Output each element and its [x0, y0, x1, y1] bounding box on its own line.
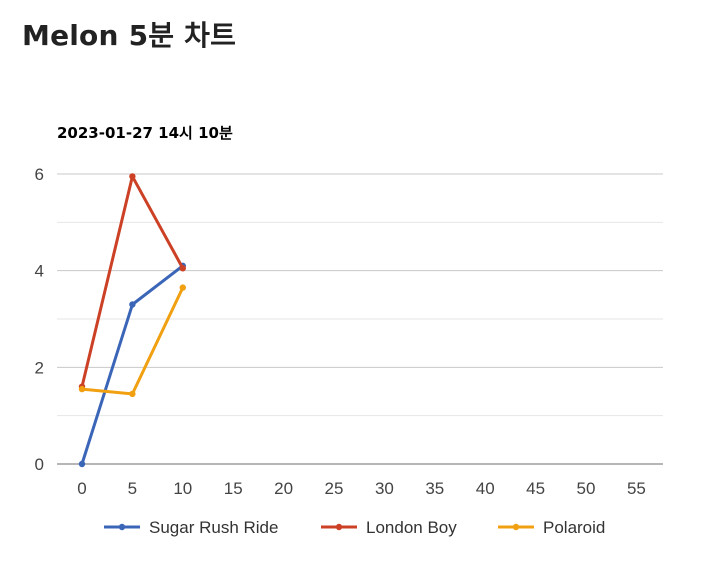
legend-item[interactable]: Polaroid [498, 518, 605, 537]
y-tick-label: 2 [35, 358, 44, 377]
y-tick-label: 0 [35, 455, 44, 474]
data-point[interactable] [129, 390, 136, 398]
grid-lines [57, 173, 663, 465]
data-point[interactable] [129, 173, 136, 180]
x-axis-ticks: 0 5 10 15 20 25 30 35 40 45 50 55 [77, 479, 646, 498]
x-tick-label: 40 [476, 479, 495, 498]
legend-label: London Boy [366, 518, 457, 537]
series-line [80, 264, 185, 466]
x-tick-label: 0 [77, 479, 86, 498]
x-tick-label: 50 [577, 479, 596, 498]
x-tick-label: 30 [375, 479, 394, 498]
x-tick-label: 45 [526, 479, 545, 498]
data-point[interactable] [179, 284, 186, 291]
y-tick-label: 4 [35, 262, 44, 281]
page-title: Melon 5분 차트 [22, 19, 237, 52]
data-point[interactable] [179, 265, 186, 272]
x-tick-label: 5 [128, 479, 137, 498]
chart-card: 2023-01-27 14시 10분 0 2 4 6 0 5 10 15 20 25 30 35 40… [0, 70, 716, 565]
x-tick-label: 55 [627, 479, 646, 498]
legend-swatch-dot [118, 523, 126, 531]
legend-label: Sugar Rush Ride [149, 518, 278, 537]
y-axis-ticks: 0 2 4 6 [35, 165, 44, 474]
data-point[interactable] [78, 385, 86, 393]
x-tick-label: 20 [274, 479, 293, 498]
legend-label: Polaroid [543, 518, 605, 537]
legend: Sugar Rush Ride London Boy Polaroid [104, 518, 605, 537]
y-tick-label: 6 [35, 165, 44, 184]
x-tick-label: 35 [425, 479, 444, 498]
legend-item[interactable]: London Boy [321, 518, 457, 537]
data-point[interactable] [78, 460, 86, 468]
legend-swatch-dot [335, 523, 343, 531]
series-lines [78, 173, 186, 468]
data-point[interactable] [129, 301, 136, 308]
chart-title: 2023-01-27 14시 10분 [57, 124, 233, 142]
x-tick-label: 10 [173, 479, 192, 498]
x-tick-label: 25 [325, 479, 344, 498]
legend-item[interactable]: Sugar Rush Ride [104, 518, 278, 537]
x-tick-label: 15 [224, 479, 243, 498]
line-chart: 2023-01-27 14시 10분 0 2 4 6 0 5 10 15 20 25 30 35 40… [35, 124, 663, 537]
series-line [80, 174, 185, 389]
legend-swatch-dot [512, 523, 520, 531]
